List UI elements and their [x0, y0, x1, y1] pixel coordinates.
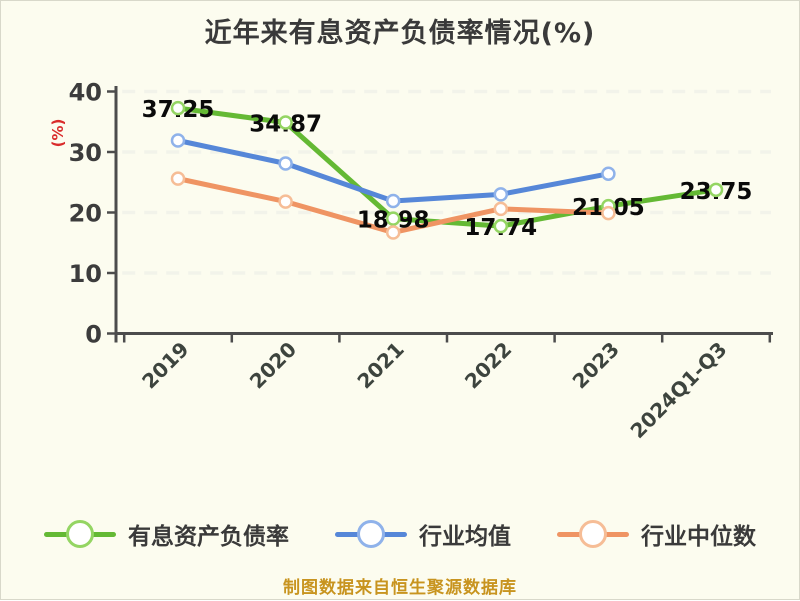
data-point	[170, 133, 186, 148]
legend-label: 有息资产负债率	[128, 524, 289, 550]
y-tick-label: 10	[69, 260, 102, 288]
data-point	[493, 218, 509, 234]
legend-dot-icon	[357, 520, 385, 548]
y-tick-label: 0	[85, 321, 102, 349]
legend-line-marker-icon	[557, 520, 629, 548]
data-point	[601, 166, 616, 182]
legend-item-2: 行业中位数	[557, 517, 756, 551]
legend-label: 行业中位数	[641, 524, 756, 550]
y-tick-label: 30	[69, 139, 102, 167]
legend-dot-icon	[579, 520, 607, 548]
x-tick-label: 2019	[137, 337, 193, 393]
y-tick-label: 20	[69, 200, 102, 228]
legend-item-1: 行业均值	[335, 517, 511, 551]
x-tick-label: 2021	[352, 337, 408, 393]
data-point	[708, 182, 724, 198]
legend-line-marker-icon	[335, 520, 407, 548]
data-source-note: 制图数据来自恒生聚源数据库	[283, 578, 517, 598]
legend-item-0: 有息资产负债率	[44, 517, 289, 551]
data-point	[493, 187, 509, 202]
data-point	[278, 194, 293, 209]
data-point	[385, 193, 401, 209]
data-point	[601, 205, 616, 221]
y-axis-unit-label: (%)	[49, 119, 67, 148]
data-point	[385, 225, 401, 240]
x-tick-label: 2023	[568, 337, 624, 393]
x-tick-label: 2024Q1-Q3	[626, 337, 732, 443]
legend-label: 行业均值	[419, 524, 511, 550]
data-point	[493, 201, 509, 217]
data-point	[278, 115, 293, 130]
x-tick-label: 2020	[245, 337, 301, 393]
chart-legend: 有息资产负债率 行业均值 行业中位数	[1, 517, 799, 551]
legend-dot-icon	[66, 520, 94, 548]
chart-title: 近年来有息资产负债率情况(%)	[204, 18, 596, 49]
data-point	[385, 211, 401, 226]
data-point	[170, 100, 186, 116]
y-tick-label: 40	[69, 79, 102, 107]
data-point	[278, 156, 293, 171]
x-tick-label: 2022	[460, 337, 516, 393]
data-point	[170, 171, 186, 186]
legend-line-marker-icon	[44, 520, 116, 548]
